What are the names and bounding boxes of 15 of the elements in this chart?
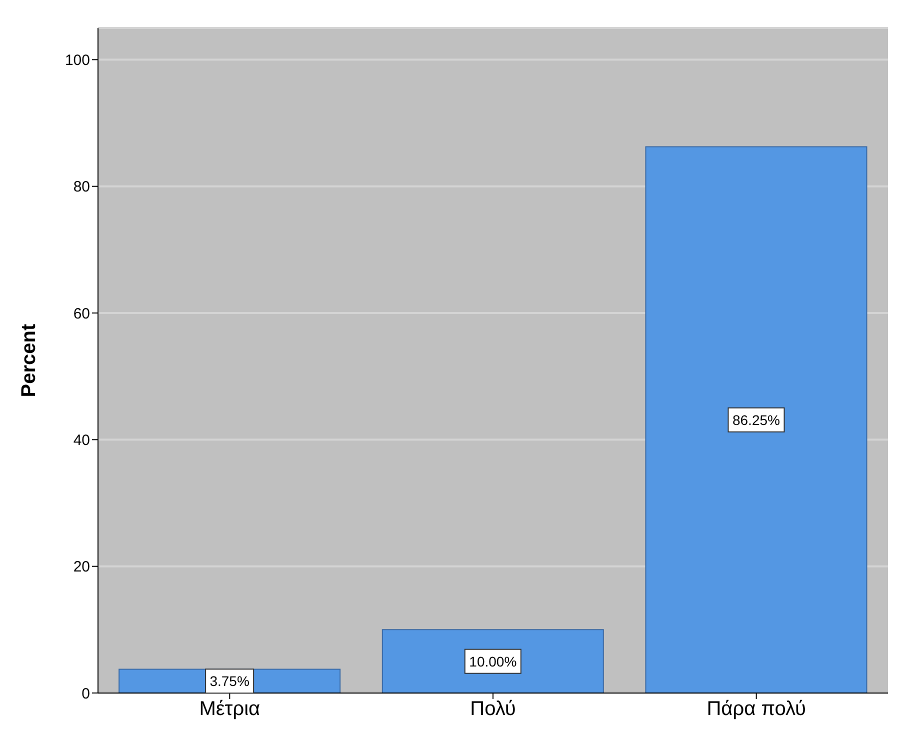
y-tick-label: 60 <box>73 305 90 322</box>
x-tick-label: Μέτρια <box>199 698 260 720</box>
y-tick-label: 80 <box>73 178 90 196</box>
x-tick-label: Πάρα πολύ <box>706 698 806 720</box>
y-tick-label: 40 <box>73 432 90 449</box>
data-label: 10.00% <box>469 653 517 670</box>
y-tick-label: 20 <box>73 558 90 576</box>
y-tick-label: 100 <box>64 52 90 69</box>
data-label: 86.25% <box>732 412 780 428</box>
bar <box>645 146 868 693</box>
data-label: 3.75% <box>210 673 250 690</box>
y-axis-title: Percent <box>18 323 40 398</box>
y-tick-label: 0 <box>82 685 90 702</box>
x-tick-label: Πολύ <box>470 698 516 720</box>
bar <box>382 629 604 693</box>
